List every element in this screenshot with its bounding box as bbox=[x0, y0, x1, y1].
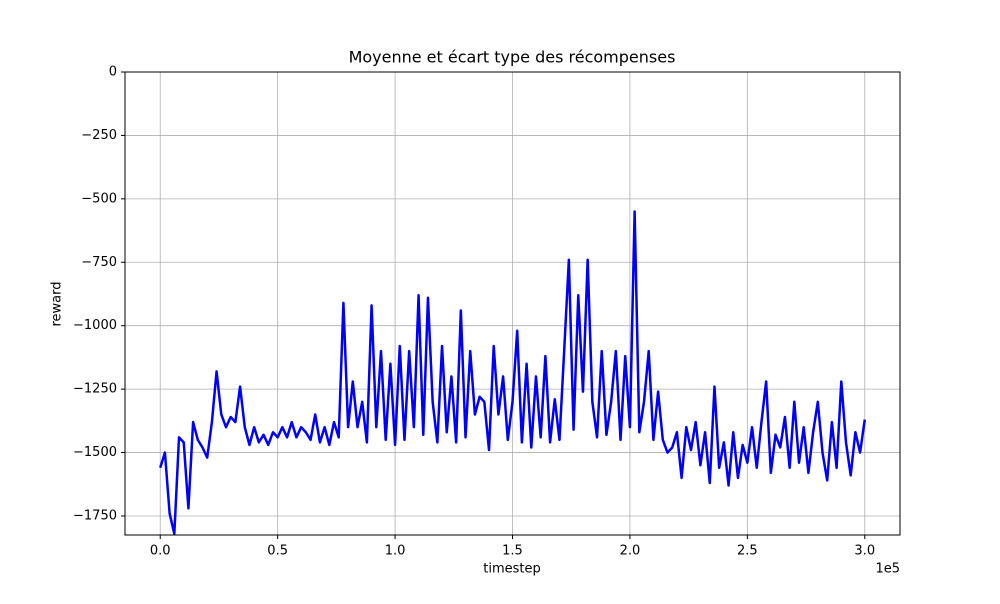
y-tick-label: −500 bbox=[81, 191, 117, 206]
x-tick-label: 1.5 bbox=[502, 544, 523, 559]
x-tick-label: 0.0 bbox=[150, 544, 171, 559]
x-tick-label: 1.0 bbox=[385, 544, 406, 559]
chart-title: Moyenne et écart type des récompenses bbox=[349, 48, 676, 67]
x-tick-label: 3.0 bbox=[854, 544, 875, 559]
y-tick-label: −1500 bbox=[73, 445, 117, 460]
y-tick-label: −750 bbox=[81, 255, 117, 270]
x-tick-label: 2.0 bbox=[620, 544, 641, 559]
y-tick-label: −1000 bbox=[73, 318, 117, 333]
y-tick-label: 0 bbox=[109, 65, 117, 80]
x-tick-label: 0.5 bbox=[267, 544, 288, 559]
y-tick-label: −250 bbox=[81, 128, 117, 143]
y-tick-label: −1250 bbox=[73, 382, 117, 397]
x-tick-label: 2.5 bbox=[737, 544, 758, 559]
y-axis-label: reward bbox=[50, 281, 65, 326]
data-line bbox=[159, 210, 867, 535]
x-axis-label: timestep bbox=[483, 562, 541, 577]
plot-frame bbox=[124, 71, 901, 536]
y-tick-label: −1750 bbox=[73, 508, 117, 523]
x-offset-label: 1e5 bbox=[875, 562, 900, 577]
